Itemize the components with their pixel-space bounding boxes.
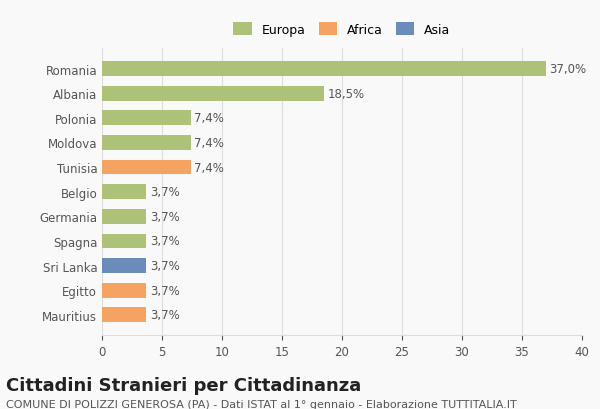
Bar — [102, 258, 146, 273]
Text: 37,0%: 37,0% — [550, 63, 587, 76]
Text: 3,7%: 3,7% — [150, 259, 180, 272]
Bar — [102, 136, 191, 151]
Bar — [102, 234, 146, 249]
Text: 3,7%: 3,7% — [150, 284, 180, 297]
Bar — [102, 308, 146, 322]
Bar — [102, 62, 546, 77]
Bar — [102, 160, 191, 175]
Text: 18,5%: 18,5% — [328, 88, 365, 101]
Bar — [102, 111, 191, 126]
Bar — [102, 283, 146, 298]
Text: 7,4%: 7,4% — [194, 161, 224, 174]
Bar — [102, 87, 324, 101]
Text: 7,4%: 7,4% — [194, 137, 224, 150]
Text: Cittadini Stranieri per Cittadinanza: Cittadini Stranieri per Cittadinanza — [6, 376, 361, 394]
Legend: Europa, Africa, Asia: Europa, Africa, Asia — [229, 18, 455, 42]
Text: 3,7%: 3,7% — [150, 210, 180, 223]
Text: 3,7%: 3,7% — [150, 308, 180, 321]
Bar — [102, 185, 146, 200]
Bar — [102, 209, 146, 224]
Text: 7,4%: 7,4% — [194, 112, 224, 125]
Text: 3,7%: 3,7% — [150, 186, 180, 199]
Text: COMUNE DI POLIZZI GENEROSA (PA) - Dati ISTAT al 1° gennaio - Elaborazione TUTTIT: COMUNE DI POLIZZI GENEROSA (PA) - Dati I… — [6, 399, 517, 409]
Text: 3,7%: 3,7% — [150, 235, 180, 248]
